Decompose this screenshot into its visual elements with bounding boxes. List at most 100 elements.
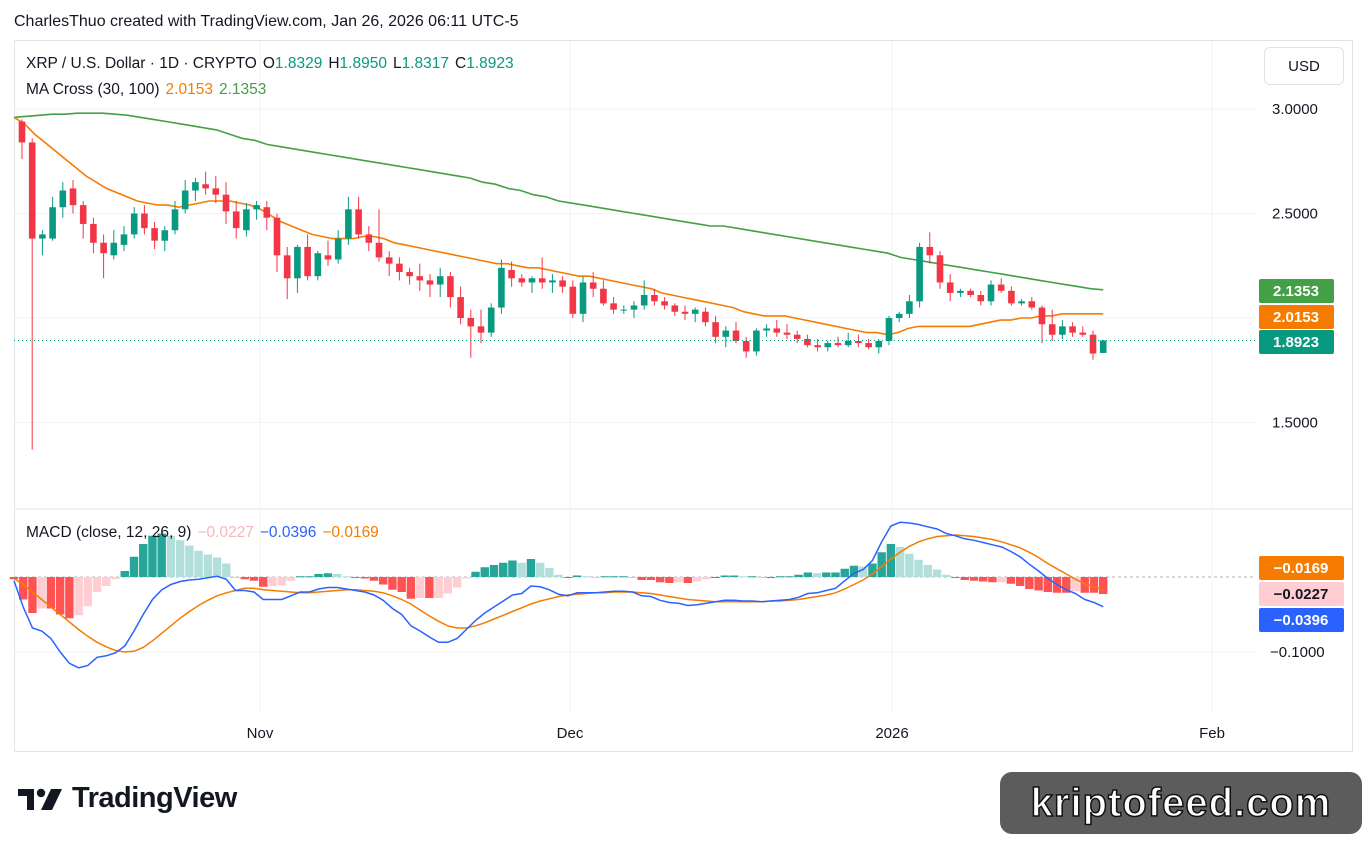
candle-body xyxy=(355,209,362,235)
macd-axis-label: −0.1000 xyxy=(1270,644,1325,661)
macd-histogram-bar xyxy=(766,577,776,578)
macd-histogram-bar xyxy=(582,576,591,578)
candle-body xyxy=(559,280,566,287)
macd-histogram-bar xyxy=(1062,577,1071,593)
macd-histogram-bar xyxy=(812,573,822,577)
candle-body xyxy=(39,234,46,239)
macd-histogram-bar xyxy=(905,553,914,577)
macd-histogram-bar xyxy=(259,577,268,587)
macd-histogram-bar xyxy=(923,565,933,577)
macd-histogram-bar xyxy=(563,577,573,578)
close-value: C1.8923 xyxy=(455,55,514,72)
macd-histogram-bar xyxy=(646,577,656,580)
macd-signal-line xyxy=(13,534,1104,653)
macd-histogram-bar xyxy=(886,544,896,577)
macd-histogram-bar xyxy=(877,552,886,577)
macd-histogram-bar xyxy=(785,576,794,578)
price-tag-label: 2.1353 xyxy=(1273,283,1319,300)
candle-body xyxy=(375,242,383,258)
candle-body xyxy=(844,340,852,346)
currency-button[interactable]: USD xyxy=(1264,47,1344,85)
macd-histogram-bar xyxy=(831,572,840,577)
candle-body xyxy=(1018,301,1025,304)
macd-histogram-bar xyxy=(129,556,139,577)
macd-histogram-bar xyxy=(55,577,65,615)
macd-histogram-bar xyxy=(868,563,877,577)
candle-body xyxy=(181,190,189,210)
macd-histogram-bar xyxy=(480,567,489,577)
macd-histogram-bar xyxy=(65,577,74,619)
candle-body xyxy=(508,269,515,279)
candle-body xyxy=(1069,326,1076,333)
macd-histogram-bar xyxy=(803,572,813,577)
candle-body xyxy=(855,340,862,344)
candle-body xyxy=(824,343,832,348)
candle-body xyxy=(130,213,138,235)
macd-line-value: −0.0396 xyxy=(259,524,317,541)
candle-body xyxy=(151,228,158,241)
macd-histogram-bar xyxy=(665,577,674,583)
candle-body xyxy=(1059,326,1066,335)
macd-histogram-bar xyxy=(840,568,849,577)
macd-tag-label: −0.0396 xyxy=(1274,612,1329,629)
candle-body xyxy=(997,284,1005,291)
tradingview-logo-text: TradingView xyxy=(72,782,237,814)
candle-body xyxy=(987,284,995,302)
chart-frame xyxy=(14,40,1353,752)
macd-histogram-bar xyxy=(74,577,83,616)
macd-histogram-bar xyxy=(351,577,360,578)
macd-histogram-bar xyxy=(748,576,757,578)
macd-histogram-bar xyxy=(240,577,249,580)
candle-body xyxy=(202,184,209,189)
candle-body xyxy=(702,311,709,323)
price-tag-box xyxy=(1259,279,1334,303)
ma-cross-label: MA Cross (30, 100) xyxy=(26,81,160,98)
macd-histogram-bar xyxy=(379,577,388,585)
candle-body xyxy=(477,326,485,333)
ma-fast-value: 2.0153 xyxy=(165,81,213,98)
candle-body xyxy=(712,322,719,337)
candle-body xyxy=(171,209,179,231)
candle-body xyxy=(589,282,597,289)
macd-histogram-bar xyxy=(979,577,988,582)
candle-body xyxy=(161,230,169,241)
macd-histogram-bar xyxy=(425,577,434,598)
price-tag-box xyxy=(1259,330,1334,354)
time-axis-label: Nov xyxy=(247,725,274,742)
macd-histogram-bar xyxy=(203,554,213,577)
candle-body xyxy=(936,255,944,283)
macd-histogram-bar xyxy=(185,545,194,577)
candle-body xyxy=(620,309,628,311)
macd-histogram-bar xyxy=(619,576,628,578)
macd-histogram-bar xyxy=(895,547,905,577)
macd-tag-label: −0.0169 xyxy=(1274,560,1329,577)
ma-cross-legend[interactable]: MA Cross (30, 100) 2.0153 2.1353 xyxy=(26,81,272,99)
ma-fast-line xyxy=(13,116,1104,336)
macd-histogram-bar xyxy=(692,577,702,582)
candle-body xyxy=(283,255,291,279)
candle-body xyxy=(977,295,985,302)
high-value: H1.8950 xyxy=(328,55,387,72)
candle-body xyxy=(538,278,546,283)
macd-histogram-bar xyxy=(822,572,831,577)
macd-histogram-bar xyxy=(157,533,166,577)
candle-body xyxy=(1008,290,1015,304)
macd-histogram-bar xyxy=(572,575,582,577)
macd-histogram-bar xyxy=(92,577,102,592)
candle-body xyxy=(1079,332,1087,335)
candle-body xyxy=(640,295,648,306)
macd-histogram-bar xyxy=(415,577,425,598)
tradingview-logo[interactable]: TradingView xyxy=(18,782,237,815)
macd-histogram-bar xyxy=(19,577,28,600)
candle-body xyxy=(722,330,730,337)
macd-histogram-bar xyxy=(342,576,351,578)
macd-legend[interactable]: MACD (close, 12, 26, 9) −0.0227 −0.0396 −0.… xyxy=(26,524,385,542)
macd-histogram-bar xyxy=(332,574,342,577)
macd-histogram-bar xyxy=(609,576,619,578)
candle-body xyxy=(783,332,791,335)
macd-label: MACD (close, 12, 26, 9) xyxy=(26,524,192,541)
price-tag-box xyxy=(1259,305,1334,329)
macd-histogram-bar xyxy=(295,576,305,578)
macd-histogram-bar xyxy=(591,577,600,578)
